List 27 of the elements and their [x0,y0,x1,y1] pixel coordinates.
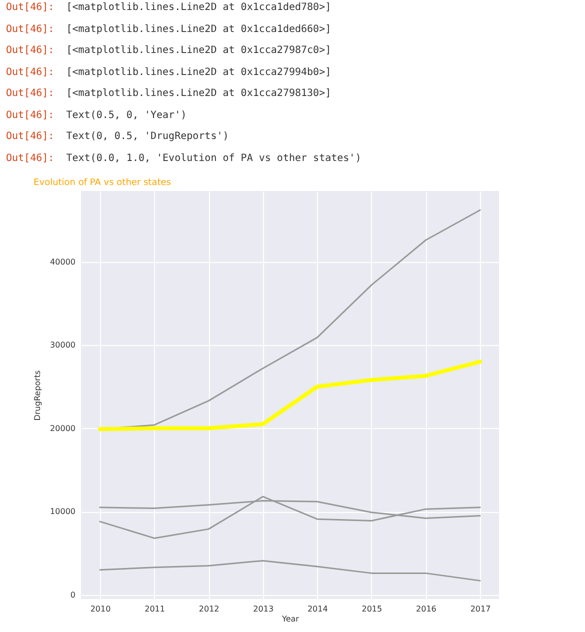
x-tick-label: 2015 [362,604,382,614]
y-tick-label: 0 [70,590,76,600]
x-tick-label: 2010 [90,604,111,614]
line-series [98,360,482,432]
x-tick-label: 2017 [470,604,491,614]
x-tick-label: 2011 [144,604,165,614]
text: Out[46]: [<matplotlib.lines.Line2D at 0x1cca1ded780>] [6,2,332,13]
text: Out[46]: [<matplotlib.lines.Line2D at 0x1cca2798130>] [6,88,332,99]
y-axis-title: DrugReports [33,370,42,421]
x-tick-label: 2016 [416,604,436,614]
x-tick-label: 2014 [307,604,328,614]
x-axis-title: Year [281,614,300,624]
y-tick-label: 20000 [50,424,76,433]
x-tick-label: 2012 [198,604,220,614]
text: Out[46]: Text(0, 0.5, 'DrugReports') [6,131,229,142]
text: Out[46]: [<matplotlib.lines.Line2D at 0x1cca27994b0>] [6,66,332,78]
x-tick-label: 2013 [253,604,274,614]
y-tick-label: 10000 [50,507,76,516]
text: Out[46]: Text(0.0, 1.0, 'Evolution of PA vs other states') [6,152,362,164]
y-tick-label: 30000 [50,340,76,350]
line-series [99,560,481,582]
line-series [99,496,481,539]
text: Out[46]: [<matplotlib.lines.Line2D at 0x1cca1ded660>] [6,24,332,34]
text: Out[46]: Text(0.5, 0, 'Year') [6,110,187,120]
text: Out[46]: [<matplotlib.lines.Line2D at 0x1cca27987c0>] [6,45,332,56]
y-tick-label: 40000 [50,257,76,266]
chart-title: Evolution of PA vs other states [34,178,172,188]
